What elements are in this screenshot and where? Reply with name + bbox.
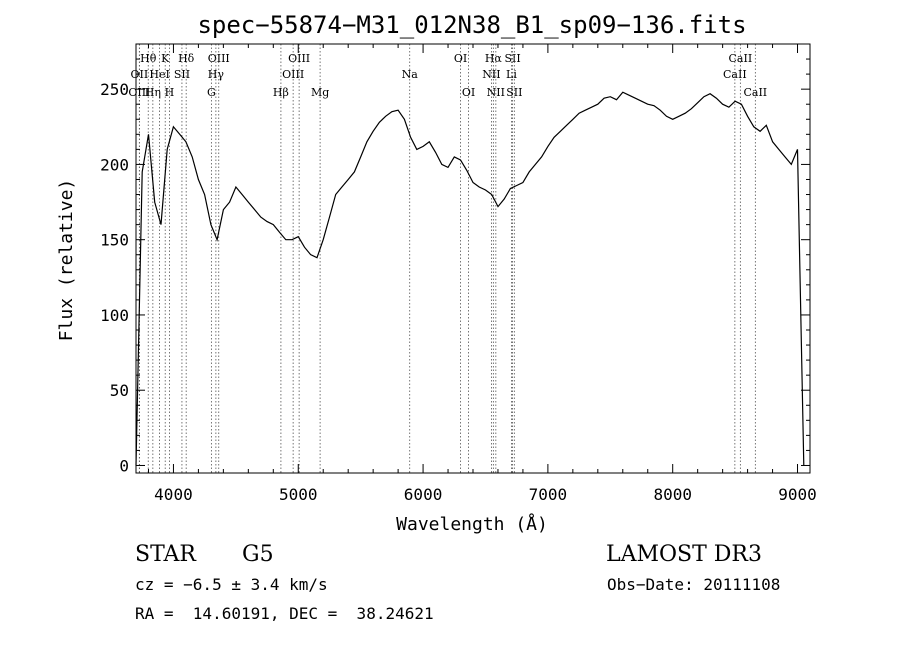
spectral-line-label: OIII bbox=[282, 68, 304, 81]
spectral-line-label: CaII bbox=[743, 86, 767, 99]
spectral-line-label: H bbox=[165, 86, 175, 99]
y-tick-label: 0 bbox=[119, 456, 129, 475]
spectral-line-label: Hδ bbox=[178, 52, 195, 65]
flux-series-line bbox=[135, 91, 805, 466]
x-tick-label: 6000 bbox=[404, 485, 443, 504]
object-subclass: G5 bbox=[242, 542, 274, 567]
ra-dec-coordinates: RA = 14.60191, DEC = 38.24621 bbox=[135, 604, 434, 623]
spectral-line-label: OIII bbox=[288, 52, 310, 65]
spectral-line-label: G bbox=[207, 86, 216, 99]
y-tick-label: 250 bbox=[100, 80, 129, 99]
x-tick-label: 4000 bbox=[154, 485, 193, 504]
spectral-line-label: SII bbox=[504, 52, 520, 65]
x-axis-label: Wavelength (Å) bbox=[396, 513, 548, 535]
spectral-line-markers: HθOIIOIIIHeIHηKSIIHHδOIIIHγGOIIIOIIIHβMg… bbox=[128, 44, 767, 473]
redshift-velocity: cz = −6.5 ± 3.4 km/s bbox=[135, 575, 328, 594]
spectral-line-label: Hβ bbox=[273, 86, 289, 99]
spectral-line-label: CaII bbox=[729, 52, 753, 65]
obs-date: Obs−Date: 20111108 bbox=[607, 575, 780, 594]
x-tick-label: 9000 bbox=[778, 485, 817, 504]
spectral-line-label: Hη bbox=[145, 86, 161, 99]
axis-ticks bbox=[136, 44, 810, 473]
spectral-line-label: Hα bbox=[485, 52, 503, 65]
y-axis-label: Flux (relative) bbox=[56, 179, 77, 342]
spectral-line-label: CaII bbox=[723, 68, 747, 81]
survey-name: LAMOST DR3 bbox=[606, 542, 762, 567]
chart-title: spec−55874−M31_012N38_B1_sp09−136.fits bbox=[197, 11, 746, 39]
spectral-line-label: SII bbox=[506, 86, 522, 99]
spectral-line-label: OI bbox=[454, 52, 467, 65]
spectral-line-label: OI bbox=[462, 86, 475, 99]
y-tick-label: 100 bbox=[100, 306, 129, 325]
spectral-line-label: Mg bbox=[311, 86, 329, 99]
spectral-line-label: NII bbox=[482, 68, 500, 81]
spectral-line-label: OIII bbox=[208, 52, 230, 65]
spectral-line-label: NII bbox=[487, 86, 505, 99]
spectral-line-label: HeI bbox=[149, 68, 169, 81]
spectral-line-label: K bbox=[161, 52, 170, 65]
object-class: STAR bbox=[135, 542, 197, 567]
spectral-line-label: Hθ bbox=[140, 52, 157, 65]
y-tick-label: 150 bbox=[100, 231, 129, 250]
axis-tick-labels: 4000 5000 6000 7000 8000 9000 0 50 100 150 200 250 bbox=[100, 80, 817, 504]
x-tick-label: 5000 bbox=[279, 485, 318, 504]
spectral-line-label: SII bbox=[174, 68, 190, 81]
spectral-line-label: Na bbox=[402, 68, 419, 81]
spectral-line-label: Hγ bbox=[208, 68, 225, 81]
plot-frame bbox=[135, 43, 811, 474]
x-tick-label: 7000 bbox=[529, 485, 568, 504]
y-tick-label: 50 bbox=[110, 381, 129, 400]
x-tick-label: 8000 bbox=[653, 485, 692, 504]
y-tick-label: 200 bbox=[100, 155, 129, 174]
spectral-line-label: Li bbox=[506, 68, 517, 81]
